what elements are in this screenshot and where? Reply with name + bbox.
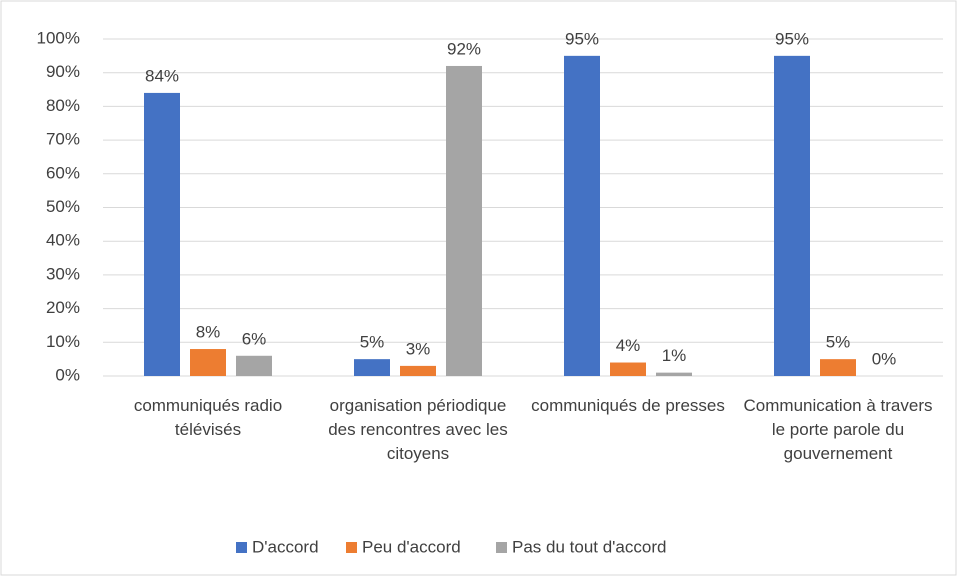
- data-label: 1%: [662, 346, 687, 365]
- x-tick-label: organisation périodique des rencontres a…: [328, 396, 508, 463]
- legend-label: Peu d'accord: [362, 537, 461, 556]
- bar: [820, 359, 856, 376]
- bar: [236, 355, 272, 376]
- data-label: 4%: [616, 336, 641, 355]
- data-label: 95%: [565, 29, 599, 48]
- bar: [190, 349, 226, 376]
- data-label: 95%: [775, 29, 809, 48]
- x-tick-label: communiqués de presses: [531, 396, 725, 415]
- legend-swatch: [236, 542, 247, 553]
- data-label: 5%: [826, 333, 851, 352]
- y-tick-label: 90%: [46, 62, 80, 81]
- bar: [400, 365, 436, 376]
- bar: [610, 362, 646, 376]
- y-tick-label: 20%: [46, 298, 80, 317]
- bar: [774, 55, 810, 376]
- y-tick-label: 40%: [46, 231, 80, 250]
- y-tick-label: 100%: [37, 28, 80, 47]
- data-label: 8%: [196, 323, 221, 342]
- data-label: 92%: [447, 39, 481, 58]
- bar: [446, 65, 482, 377]
- data-label: 84%: [145, 66, 179, 85]
- y-tick-label: 10%: [46, 332, 80, 351]
- data-label: 0%: [872, 349, 897, 368]
- y-tick-label: 0%: [55, 365, 80, 384]
- data-label: 5%: [360, 333, 385, 352]
- x-tick-label: Communication à travers le porte parole …: [743, 396, 933, 463]
- bar: [144, 92, 180, 377]
- legend-label: D'accord: [252, 537, 319, 556]
- x-tick-label: communiqués radio télévisés: [133, 396, 283, 439]
- y-tick-label: 80%: [46, 96, 80, 115]
- data-label: 3%: [406, 339, 431, 358]
- data-label: 6%: [242, 329, 267, 348]
- bar: [354, 359, 390, 376]
- y-tick-label: 70%: [46, 130, 80, 149]
- bar: [656, 372, 692, 376]
- bar: [564, 55, 600, 376]
- y-tick-label: 60%: [46, 163, 80, 182]
- legend-swatch: [496, 542, 507, 553]
- legend-label: Pas du tout d'accord: [512, 537, 666, 556]
- y-tick-label: 50%: [46, 197, 80, 216]
- legend-swatch: [346, 542, 357, 553]
- y-tick-label: 30%: [46, 264, 80, 283]
